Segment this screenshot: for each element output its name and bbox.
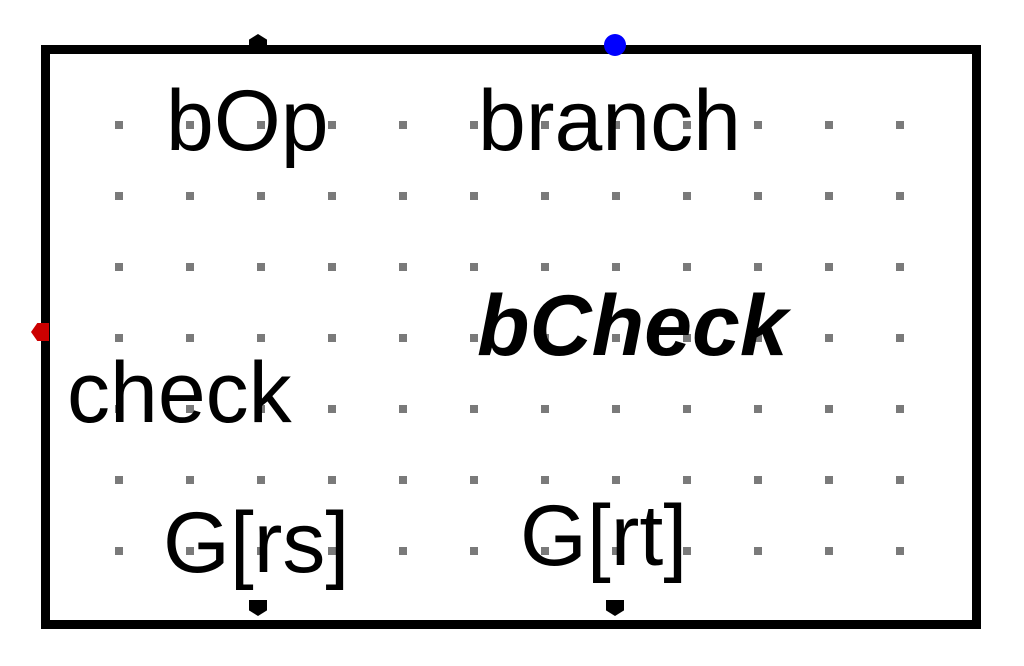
branch-port-pin[interactable]	[604, 34, 626, 56]
grid-dot	[825, 334, 833, 342]
grid-dot	[399, 334, 407, 342]
grid-dot	[257, 476, 265, 484]
grid-dot	[115, 547, 123, 555]
grid-dot	[399, 476, 407, 484]
grid-dot	[612, 263, 620, 271]
grid-dot	[896, 121, 904, 129]
rt-port-pin[interactable]	[606, 600, 624, 616]
grid-dot	[328, 334, 336, 342]
grid-dot	[328, 263, 336, 271]
grid-dot	[612, 121, 620, 129]
grid-dot	[612, 547, 620, 555]
grid-dot	[115, 121, 123, 129]
grid-dot	[470, 476, 478, 484]
grid-dot	[257, 263, 265, 271]
grid-dot	[683, 334, 691, 342]
grid-dot	[541, 334, 549, 342]
grid-dot	[541, 121, 549, 129]
grid-dot	[186, 547, 194, 555]
check-port-label: check	[67, 345, 292, 441]
grid-dot	[754, 476, 762, 484]
grid-dot	[896, 547, 904, 555]
grid-dot	[612, 192, 620, 200]
grid-dot	[541, 476, 549, 484]
grid-dot	[896, 405, 904, 413]
grid-dot	[896, 334, 904, 342]
grid-dot	[825, 263, 833, 271]
grid-dot	[186, 192, 194, 200]
grid-dot	[683, 263, 691, 271]
grid-dot	[115, 405, 123, 413]
grid-dot	[399, 547, 407, 555]
grid-dot	[328, 405, 336, 413]
grid-dot	[825, 121, 833, 129]
grid-dot	[612, 405, 620, 413]
grid-dot	[186, 121, 194, 129]
grid-dot	[257, 405, 265, 413]
grid-dot	[186, 334, 194, 342]
grid-dot	[257, 334, 265, 342]
grid-dot	[541, 263, 549, 271]
grid-dot	[825, 547, 833, 555]
grid-dot	[399, 192, 407, 200]
grid-dot	[541, 192, 549, 200]
check-port-pin[interactable]	[31, 323, 49, 341]
grid-dot	[399, 263, 407, 271]
grid-dot	[257, 547, 265, 555]
grid-dot	[115, 192, 123, 200]
grid-dot	[754, 334, 762, 342]
grid-dot	[754, 405, 762, 413]
grid-dot	[612, 476, 620, 484]
bop-port-label: bOp	[166, 73, 329, 169]
grid-dot	[683, 547, 691, 555]
grid-dot	[186, 263, 194, 271]
grid-dot	[328, 547, 336, 555]
grid-dot	[470, 547, 478, 555]
grid-dot	[470, 192, 478, 200]
grid-dot	[683, 476, 691, 484]
grid-dot	[754, 121, 762, 129]
grid-dot	[825, 476, 833, 484]
grid-dot	[399, 121, 407, 129]
grid-dot	[470, 405, 478, 413]
grid-dot	[470, 263, 478, 271]
grid-dot	[754, 263, 762, 271]
grid-dot	[754, 547, 762, 555]
grid-dot	[115, 476, 123, 484]
branch-port-label: branch	[478, 73, 741, 169]
bop-port-pin[interactable]	[249, 34, 267, 50]
grid-dot	[328, 476, 336, 484]
grid-dot	[896, 263, 904, 271]
grid-dot	[186, 405, 194, 413]
rt-input-label: G[rt]	[520, 488, 688, 584]
grid-dot	[825, 405, 833, 413]
grid-dot	[470, 121, 478, 129]
grid-dot	[257, 192, 265, 200]
rs-input-label: G[rs]	[163, 495, 350, 591]
grid-dot	[328, 121, 336, 129]
grid-dot	[399, 405, 407, 413]
grid-dot	[115, 263, 123, 271]
grid-dot	[683, 405, 691, 413]
grid-dot	[328, 192, 336, 200]
grid-dot	[541, 405, 549, 413]
grid-dot	[257, 121, 265, 129]
component-name-label: bCheck	[477, 278, 788, 374]
grid-dot	[683, 192, 691, 200]
grid-dot	[115, 334, 123, 342]
grid-dot	[612, 334, 620, 342]
grid-dot	[186, 476, 194, 484]
grid-dot	[896, 192, 904, 200]
grid-dot	[683, 121, 691, 129]
grid-dot	[896, 476, 904, 484]
grid-dot	[541, 547, 549, 555]
grid-dot	[470, 334, 478, 342]
grid-dot	[825, 192, 833, 200]
rs-port-pin[interactable]	[249, 600, 267, 616]
grid-dot	[754, 192, 762, 200]
